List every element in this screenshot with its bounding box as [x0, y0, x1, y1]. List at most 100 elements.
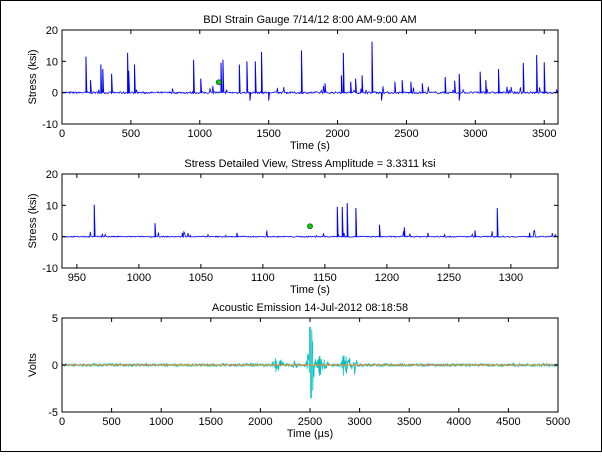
stress-spike [336, 206, 339, 237]
x-tick-label: 5000 [546, 416, 570, 428]
stress-spike [350, 81, 352, 93]
stress-spike [378, 224, 381, 237]
x-tick-label: 1100 [251, 272, 275, 284]
stress-spike [154, 223, 157, 237]
y-tick-label: 10 [46, 56, 58, 68]
data-layer [62, 41, 558, 101]
data-layer [62, 327, 558, 399]
stress-spike [427, 232, 430, 237]
x-tick-label: 2000 [325, 128, 349, 140]
stress-spike [497, 69, 500, 93]
stress-spike [371, 41, 374, 93]
x-tick-label: 1500 [256, 128, 280, 140]
stress-spike [528, 232, 531, 237]
stress-spike [355, 207, 358, 237]
x-tick-label: 3500 [532, 128, 556, 140]
stress-spike [355, 78, 357, 93]
stress-series [62, 229, 558, 239]
x-tick-label: 950 [68, 272, 86, 284]
axes-box [61, 173, 559, 269]
stress-spike [444, 76, 447, 93]
y-tick-label: 0 [52, 232, 58, 244]
subplot-2: 950 1000 1050 1100 1150 1200 1250 1300 -10 0 10 20 S… [27, 158, 559, 296]
chart-title: Acoustic Emission 14-Jul-2012 08:18:58 [212, 302, 408, 314]
stress-spike [127, 52, 129, 93]
y-tick-label: -10 [42, 263, 58, 275]
y-axis-label: Stress (ksi) [27, 194, 39, 249]
stress-spike [193, 59, 195, 93]
x-axis-label: Time (s) [290, 284, 330, 296]
y-axis-label: Volts [27, 353, 39, 377]
chart-title: BDI Strain Gauge 7/14/12 8:00 AM-9:00 AM [203, 14, 416, 26]
x-tick-label: 1250 [437, 272, 461, 284]
x-tick-label: 0 [59, 128, 65, 140]
stress-spike [100, 64, 103, 93]
stress-spike [341, 206, 344, 237]
stress-spike [458, 73, 461, 93]
stress-spike [496, 207, 499, 237]
y-tick-label: -10 [42, 119, 58, 131]
subplot-1: 0 500 1000 1500 2000 2500 3000 3500-1001020BDI … [27, 14, 559, 152]
axes-box [61, 29, 559, 125]
stress-spike [222, 59, 225, 93]
stress-spike [410, 81, 413, 93]
x-tick-label: 500 [122, 128, 140, 140]
selected-point-marker [307, 223, 313, 230]
chart-title: Stress Detailed View, Stress Amplitude =… [184, 158, 435, 170]
y-tick-label: 20 [46, 169, 58, 181]
plot-area [62, 174, 558, 268]
stress-spike [346, 203, 349, 237]
stress-spike [93, 204, 96, 237]
stress-spike [361, 75, 364, 93]
x-tick-label: 3500 [397, 416, 421, 428]
stress-spike [300, 50, 303, 93]
stress-spike [236, 232, 239, 237]
x-tick-label: 0 [59, 416, 65, 428]
y-tick-label: 5 [52, 313, 58, 325]
data-layer [62, 203, 558, 239]
subplot-3: 0 500 1000 1500 2000 2500 3000 3500 4000 4500 5000… [27, 302, 570, 440]
series-channel-3 [62, 363, 558, 366]
stress-spike [238, 64, 241, 93]
stress-spike [474, 230, 477, 237]
x-tick-label: 2500 [298, 416, 322, 428]
plot-area [62, 30, 558, 124]
stress-spike [479, 71, 482, 93]
stress-spike [342, 52, 345, 93]
stress-spike [85, 56, 88, 93]
y-tick-label: 0 [52, 88, 58, 100]
y-tick-label: -5 [48, 407, 58, 419]
stress-spike [454, 80, 456, 93]
x-tick-label: 1000 [127, 272, 151, 284]
x-tick-label: 500 [102, 416, 120, 428]
stress-spike [403, 227, 406, 237]
selected-point-marker [215, 79, 222, 86]
stress-spike [111, 73, 113, 93]
stress-spike [102, 69, 105, 93]
stress-spike [394, 81, 397, 93]
stress-spike [246, 61, 249, 93]
stress-spike [254, 61, 257, 93]
y-tick-label: 10 [46, 200, 58, 212]
stress-spike [200, 78, 203, 93]
x-tick-label: 2000 [248, 416, 272, 428]
stress-spike [90, 80, 92, 93]
x-axis-label: Time (µs) [287, 428, 333, 440]
y-tick-label: 0 [52, 360, 58, 372]
stress-spike [324, 83, 327, 93]
stress-spike [268, 92, 270, 101]
x-tick-label: 1000 [149, 416, 173, 428]
x-tick-label: 3000 [347, 416, 371, 428]
stress-spike [485, 80, 488, 93]
x-tick-label: 1200 [375, 272, 399, 284]
x-axis-label: Time (s) [290, 140, 330, 152]
x-tick-label: 1050 [189, 272, 213, 284]
stress-spike [249, 92, 252, 101]
x-tick-label: 4000 [447, 416, 471, 428]
stress-spike [421, 83, 424, 93]
stress-spike [458, 92, 461, 101]
stress-spike [536, 55, 538, 93]
stress-spike [261, 51, 263, 93]
